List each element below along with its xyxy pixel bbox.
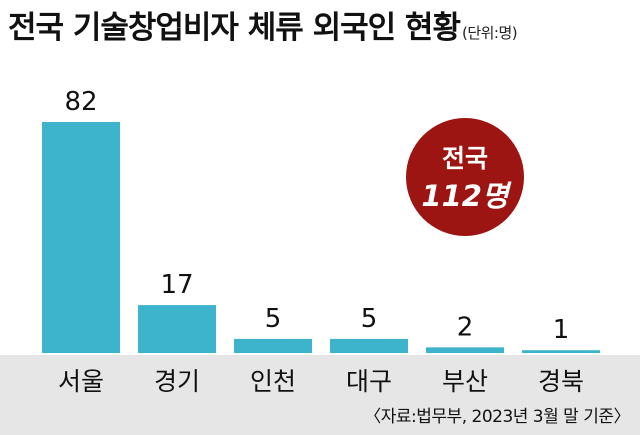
value-label: 5 xyxy=(361,304,378,334)
bar-5 xyxy=(426,347,504,353)
value-label: 2 xyxy=(457,312,474,342)
value-label: 17 xyxy=(160,270,193,300)
chart-title: 전국 기술창업비자 체류 외국인 현황 xyxy=(8,10,461,46)
bar-3 xyxy=(234,338,312,353)
category-label: 경북 xyxy=(538,367,584,396)
footer-band xyxy=(0,355,640,435)
source-note: 〈자료:법무부, 2023년 3월 말 기준〉 xyxy=(364,407,630,427)
value-label: 5 xyxy=(265,304,282,334)
bars-group: 82 서울 17 경기 5 인천 5 대구 2 부산 1 경북 xyxy=(42,87,600,396)
bar-1 xyxy=(42,122,120,353)
value-label: 82 xyxy=(64,87,97,117)
category-label: 서울 xyxy=(58,367,104,396)
category-label: 경기 xyxy=(154,367,200,396)
title-block: 전국 기술창업비자 체류 외국인 현황 (단위:명) xyxy=(8,2,518,47)
bar-2 xyxy=(138,305,216,353)
badge-total: 112명 xyxy=(421,179,512,213)
badge-label: 전국 xyxy=(442,144,488,173)
badge-circle xyxy=(406,118,524,236)
category-label: 부산 xyxy=(442,367,488,396)
value-label: 1 xyxy=(553,315,570,345)
category-label: 대구 xyxy=(346,367,392,396)
category-label: 인천 xyxy=(250,367,296,396)
bar-6 xyxy=(522,350,600,353)
bar-4 xyxy=(330,338,408,353)
total-badge: 전국 112명 xyxy=(406,118,524,236)
unit-note: (단위:명) xyxy=(461,24,518,42)
